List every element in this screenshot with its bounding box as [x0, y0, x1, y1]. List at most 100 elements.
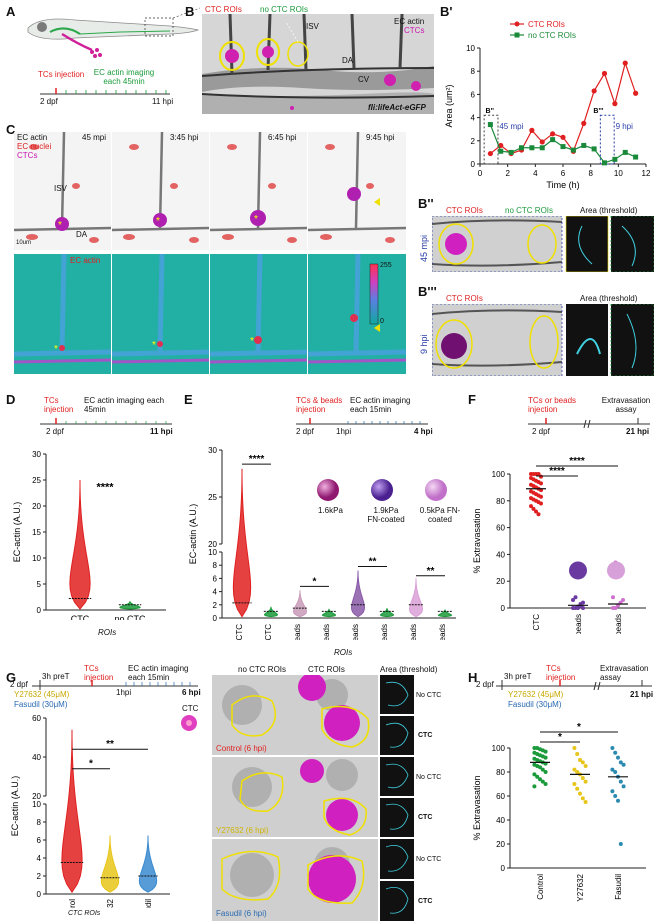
x-tick-label: CTC	[532, 614, 541, 631]
panel-g-noctc-2: No CTC	[416, 774, 442, 781]
panel-g-rois: CTC ROIs	[68, 910, 101, 917]
data-point	[539, 481, 543, 486]
panel-d-label: D	[6, 392, 16, 407]
data-point	[487, 122, 493, 128]
y-axis-label: Area (um²)	[444, 84, 454, 127]
data-point	[610, 789, 615, 794]
bprime-line-chart: 0 2 4 6 8 10 0 2 4 6 8 10 12 Time (h) Area (um²) B'' B''…	[444, 20, 651, 190]
panel-e-imaging: EC actin imaging each 15min	[350, 396, 411, 414]
data-point	[532, 772, 537, 777]
panel-g-noctc-3: No CTC	[416, 856, 442, 863]
y-tick-label: 6	[37, 836, 42, 845]
panel-e-t2: 4 hpi	[414, 427, 433, 436]
data-point	[613, 770, 618, 774]
panel-e-bead1: 1.6kPa	[318, 506, 343, 515]
significance-2: *	[313, 576, 317, 587]
data-point	[591, 88, 597, 94]
y-tick-label: 0	[501, 604, 506, 613]
svg-text:*: *	[54, 344, 58, 355]
data-point	[612, 156, 618, 162]
data-point	[618, 760, 623, 765]
panel-bpp-noctc: no CTC ROIs	[505, 206, 554, 215]
significance: ****	[96, 481, 114, 493]
violin-2	[138, 835, 158, 893]
data-point	[531, 506, 536, 511]
data-point	[610, 746, 615, 750]
panel-g-t2: 6 hpi	[182, 688, 201, 697]
data-point	[616, 755, 620, 760]
panel-e-bead-icons	[317, 479, 447, 501]
data-point	[581, 606, 585, 610]
data-point	[575, 770, 580, 774]
y-tick-label: 25	[32, 476, 41, 485]
panel-g-t0: 2 dpf	[10, 680, 28, 689]
x-tick-label: Control	[68, 899, 77, 908]
data-point	[529, 127, 535, 133]
data-point	[572, 767, 577, 772]
violin-3	[321, 608, 337, 618]
panel-bpp-area: Area (threshold)	[580, 206, 638, 215]
x-tick-label: Beads	[409, 624, 418, 640]
panel-g-row3: Fasudil (6 hpi)	[216, 909, 267, 918]
panel-g-row1: Control (6 hpi)	[216, 744, 267, 753]
data-point	[571, 597, 575, 602]
panel-h-injection: TCs injection	[546, 664, 576, 682]
data-point	[508, 149, 514, 155]
data-point	[532, 784, 537, 789]
panel-g-ctc-1: CTC	[418, 732, 433, 739]
panel-c-ec-actin: EC actin	[17, 133, 48, 142]
panel-h-drug1: Y27632 (45μM)	[508, 690, 564, 699]
ctc-cell-icon	[181, 715, 197, 731]
data-point	[601, 70, 608, 77]
panel-c-scale: 10um	[16, 240, 32, 246]
panel-c-heat-label: EC actin	[70, 256, 101, 265]
panel-bppp-time: 9 hpi	[419, 334, 429, 354]
data-point	[543, 782, 548, 786]
panel-a-t1: 11 hpi	[152, 97, 174, 106]
y-tick-label: 2	[213, 601, 218, 610]
inset-box-2	[599, 114, 615, 165]
panel-g-noctc-1: No CTC	[416, 692, 442, 699]
data-point	[621, 762, 626, 767]
panel-f-timeline	[528, 418, 650, 428]
panel-g-col3: Area (threshold)	[380, 665, 438, 674]
panel-a-label: A	[6, 4, 16, 19]
panel-c-da: DA	[76, 230, 88, 239]
y-axis-label: % Extravasation	[472, 508, 482, 573]
y-tick-label: 2	[471, 137, 476, 146]
svg-text:*: *	[250, 336, 254, 347]
y-tick-label: 8	[37, 818, 42, 827]
svg-text:*: *	[152, 340, 156, 351]
y-tick-label: 10	[208, 548, 217, 557]
x-tick-label: Beads	[293, 624, 302, 640]
significance-4: **	[427, 566, 435, 577]
panel-g-label: G	[6, 670, 17, 685]
y-tick-label: 6	[213, 574, 218, 583]
violin-0	[61, 729, 83, 894]
panel-b-ctcs: CTCs	[404, 26, 425, 35]
data-point	[581, 142, 587, 148]
data-point	[498, 148, 504, 154]
x-tick-label: Y27632	[576, 873, 585, 901]
data-point	[610, 767, 615, 772]
panel-f-injection: TCs or beads injection	[528, 396, 577, 414]
panel-g-imaging: EC actin imaging each 15min	[128, 664, 189, 682]
panel-g-ctc: CTC	[182, 704, 199, 713]
y-tick-label: 15	[32, 528, 41, 537]
y-tick-label: 40	[496, 816, 505, 825]
data-point	[621, 597, 625, 602]
panel-e-bead2: 1.9kPa FN-coated	[367, 506, 405, 524]
data-point	[575, 752, 580, 756]
panel-e-t0: 2 dpf	[296, 427, 314, 436]
data-point	[613, 750, 618, 755]
d-violin-chart: 0 5 10 15 20 25 30 EC-actin (A.U.) CTC no CTC ****	[12, 450, 166, 620]
y-tick-label: 30	[32, 450, 41, 459]
panel-h-assay: Extravasation assay	[600, 664, 649, 682]
panel-c-scale-min: 0	[380, 318, 384, 325]
significance-3: **	[369, 557, 377, 568]
significance-1: *	[558, 732, 562, 743]
x-tick-label: Fasudil	[144, 899, 153, 908]
panel-d-t0: 2 dpf	[46, 427, 64, 436]
data-point	[613, 794, 618, 798]
